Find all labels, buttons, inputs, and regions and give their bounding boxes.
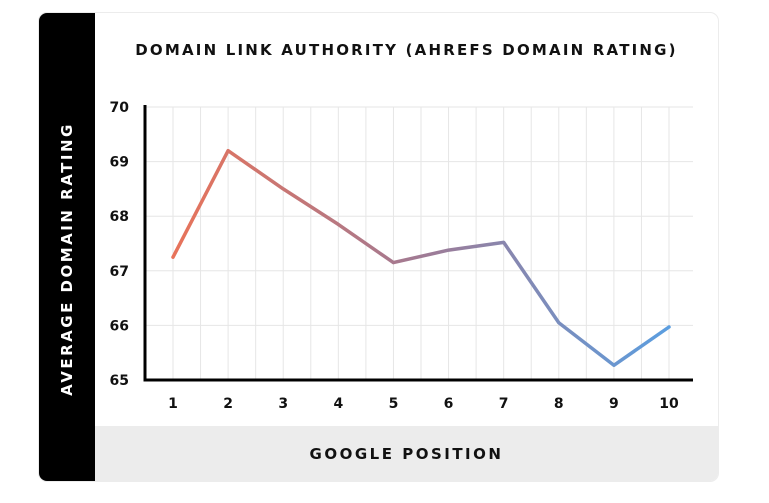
data-point <box>226 149 230 153</box>
x-tick-label: 4 <box>333 396 343 412</box>
y-axis-label-bar: AVERAGE DOMAIN RATING <box>39 13 95 481</box>
series-line <box>171 148 671 368</box>
x-tick-label: 6 <box>444 396 454 412</box>
series <box>171 148 671 368</box>
x-tick-label: 10 <box>659 396 679 412</box>
grid <box>145 106 693 380</box>
data-point <box>281 187 285 191</box>
data-point <box>502 240 506 244</box>
data-point <box>391 261 395 265</box>
x-axis-label: GOOGLE POSITION <box>309 444 504 463</box>
y-tick-label: 65 <box>110 373 129 389</box>
axes <box>143 105 693 382</box>
y-tick-label: 68 <box>110 209 129 225</box>
data-point <box>171 255 175 259</box>
data-point <box>336 222 340 226</box>
data-point <box>667 325 671 329</box>
x-axis-label-bar: GOOGLE POSITION <box>95 426 718 481</box>
data-point <box>447 248 451 252</box>
y-tick-label: 67 <box>110 264 129 280</box>
x-tick-label: 9 <box>609 396 619 412</box>
y-tick-label: 70 <box>110 100 130 116</box>
y-tick-label: 66 <box>110 318 129 334</box>
x-tick-label: 2 <box>223 396 233 412</box>
x-tick-label: 5 <box>389 396 399 412</box>
chart-card: AVERAGE DOMAIN RATING GOOGLE POSITION DO… <box>39 13 718 481</box>
data-point <box>612 363 616 367</box>
x-tick-label: 3 <box>278 396 288 412</box>
y-tick-label: 69 <box>110 155 129 171</box>
x-tick-label: 8 <box>554 396 564 412</box>
data-point <box>557 321 561 325</box>
chart-title: DOMAIN LINK AUTHORITY (AHREFS DOMAIN RAT… <box>135 41 678 59</box>
x-tick-label: 7 <box>499 396 509 412</box>
x-tick-label: 1 <box>168 396 178 412</box>
